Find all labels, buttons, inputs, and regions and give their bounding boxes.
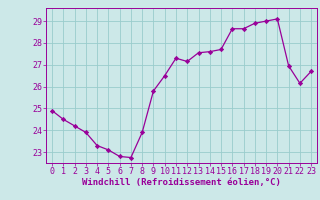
X-axis label: Windchill (Refroidissement éolien,°C): Windchill (Refroidissement éolien,°C) (82, 178, 281, 187)
